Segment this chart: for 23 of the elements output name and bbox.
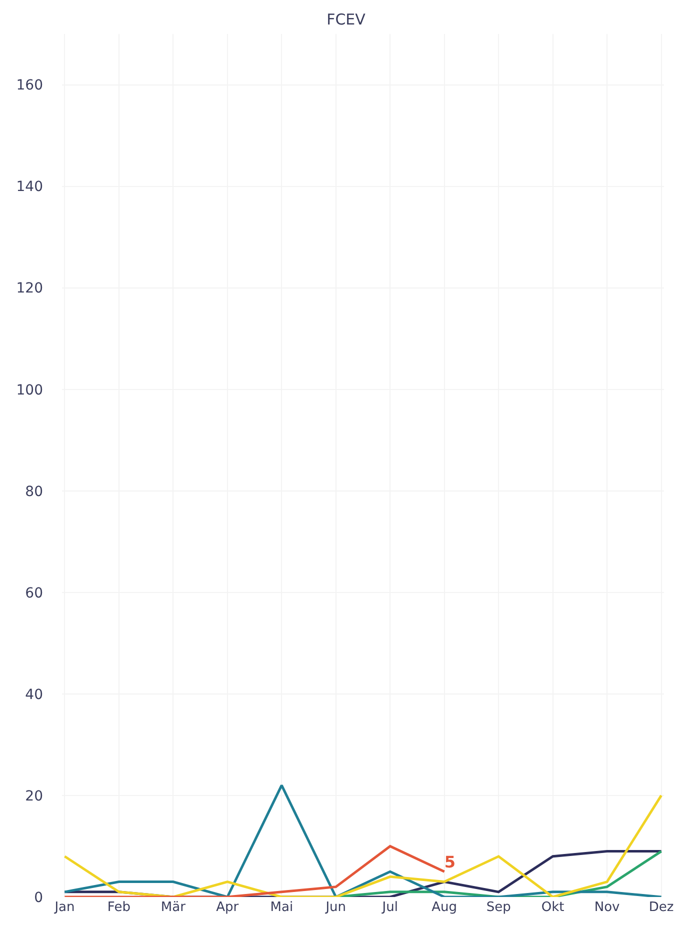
x-tick-label: Nov <box>594 900 620 915</box>
y-tick-label: 0 <box>34 890 43 906</box>
x-tick-label: Sep <box>486 900 511 915</box>
x-tick-label: Feb <box>107 900 130 915</box>
x-tick-label: Aug <box>432 900 458 915</box>
x-tick-label: Jun <box>324 900 346 915</box>
x-tick-label: Dez <box>648 900 674 915</box>
y-tick-label: 120 <box>16 280 43 297</box>
chart-title: FCEV <box>326 10 366 28</box>
x-tick-label: Okt <box>541 900 564 915</box>
y-tick-label: 40 <box>25 686 43 703</box>
x-tick-label: Jul <box>381 900 398 915</box>
y-tick-label: 100 <box>16 382 43 398</box>
x-tick-label: Jan <box>54 900 75 915</box>
y-tick-label: 20 <box>25 788 43 804</box>
y-tick-label: 160 <box>16 78 43 94</box>
x-tick-label: Apr <box>216 900 240 915</box>
x-tick-label: Mär <box>160 900 186 915</box>
data-label: 5 <box>444 852 456 872</box>
y-tick-label: 140 <box>16 179 43 196</box>
x-tick-label: Mai <box>270 900 294 915</box>
y-tick-label: 60 <box>25 585 43 602</box>
y-tick-label: 80 <box>25 484 43 500</box>
